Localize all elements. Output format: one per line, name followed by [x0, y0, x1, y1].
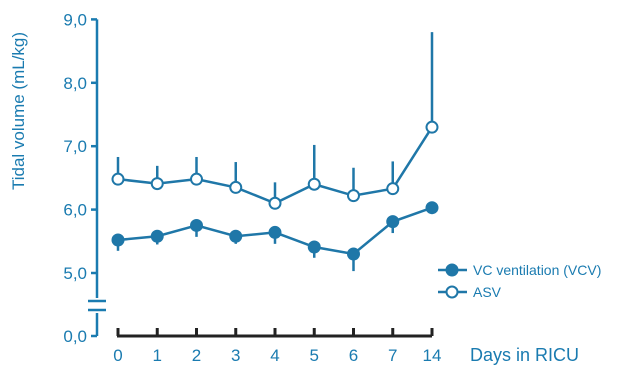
data-point — [190, 218, 203, 232]
y-tick-label: 5,0 — [63, 264, 87, 283]
y-tick-label: 7,0 — [63, 137, 87, 156]
x-tick-label: 6 — [349, 346, 358, 365]
data-point — [386, 182, 400, 196]
data-point — [111, 172, 125, 186]
data-point — [111, 233, 125, 247]
legend-item-asv: ASV — [438, 284, 502, 300]
x-tick-label: 5 — [310, 346, 319, 365]
axes — [88, 18, 434, 338]
legend: VC ventilation (VCV) ASV — [438, 262, 601, 300]
data-point — [425, 120, 439, 134]
x-axis-title: Days in RICU — [470, 345, 579, 365]
x-tick-label: 14 — [423, 346, 442, 365]
y-axis-title: Tidal volume (mL/kg) — [9, 32, 28, 190]
y-tick-labels: 0,0 5,0 6,0 7,0 8,0 9,0 — [63, 10, 87, 346]
legend-label-vcv: VC ventilation (VCV) — [473, 262, 601, 278]
series-asv — [111, 32, 439, 210]
data-point — [347, 247, 360, 261]
x-tick-label: 3 — [231, 346, 240, 365]
data-point — [268, 225, 282, 239]
data-point — [268, 196, 282, 210]
y-tick-label: 8,0 — [63, 74, 87, 93]
series-layer — [111, 32, 439, 272]
data-point — [307, 177, 321, 191]
x-tick-label: 7 — [388, 346, 397, 365]
x-tick-label: 0 — [113, 346, 122, 365]
legend-marker-asv — [445, 285, 459, 299]
data-point — [150, 177, 164, 191]
y-tick-label: 9,0 — [63, 10, 87, 29]
data-point — [386, 215, 400, 229]
y-tick-label: 0,0 — [63, 327, 87, 346]
x-tick-label: 1 — [153, 346, 162, 365]
x-tick-labels: 0 1 2 3 4 5 6 7 14 — [113, 346, 441, 365]
legend-label-asv: ASV — [473, 284, 502, 300]
data-point — [307, 240, 321, 254]
x-tick-label: 2 — [192, 346, 201, 365]
series-vcv — [111, 201, 439, 272]
data-point — [190, 172, 203, 186]
data-point — [347, 189, 360, 203]
legend-marker-vcv — [445, 263, 459, 277]
y-tick-label: 6,0 — [63, 201, 87, 220]
data-point — [150, 229, 164, 243]
x-tick-label: 4 — [270, 346, 279, 365]
data-point — [229, 229, 243, 243]
data-point — [425, 201, 439, 215]
data-point — [229, 180, 243, 194]
legend-item-vcv: VC ventilation (VCV) — [438, 262, 601, 278]
